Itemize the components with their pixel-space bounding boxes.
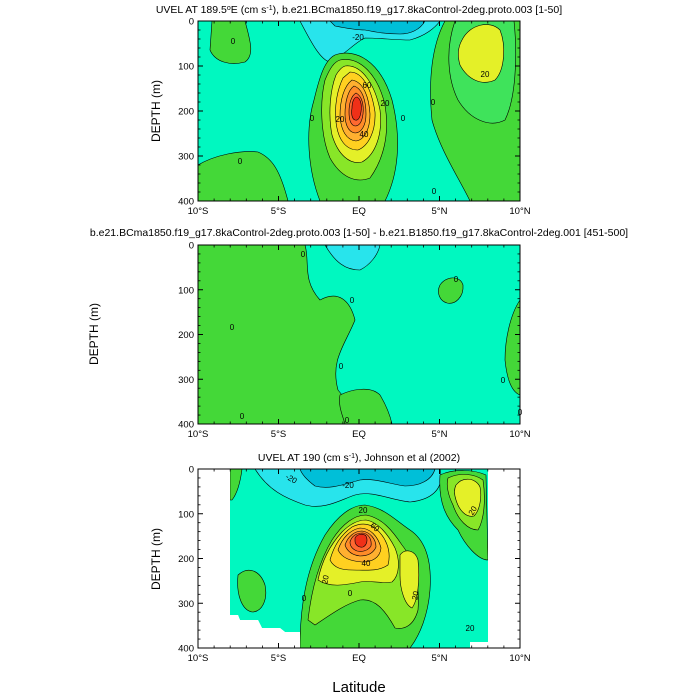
panel-2-axes: 10°S 5°S EQ 5°N 10°N 0 100 200 300 400 <box>178 241 531 441</box>
panel-3-neg40-band <box>299 469 436 488</box>
panel-3-contour-label: 20 <box>359 506 368 515</box>
y-tick-label: 400 <box>178 644 194 655</box>
panel-1-contour-label: 0 <box>401 114 406 123</box>
panel-3-white-west <box>198 469 230 615</box>
y-tick-label: 300 <box>178 599 194 610</box>
y-tick-label: 300 <box>178 375 194 386</box>
panel-3-field <box>198 469 520 648</box>
panel-1-contour-label: 20 <box>336 115 345 124</box>
panel-3-contour-label: 20 <box>320 574 331 585</box>
panel-2-contour-label: 0 <box>345 416 350 425</box>
panel-1-contour-label: 0 <box>310 114 315 123</box>
panel-3-white-east <box>470 469 520 648</box>
x-tick-label: 5°N <box>432 429 448 440</box>
panel-2-ylabel: DEPTH (m) <box>87 303 101 365</box>
panel-1-field <box>198 21 520 201</box>
x-tick-label: 5°N <box>432 206 448 217</box>
panel-2-pos-north-edge <box>504 299 520 396</box>
x-tick-label: 10°S <box>188 429 209 440</box>
panel-1-contour-label: 0 <box>432 187 437 196</box>
y-tick-label: 400 <box>178 420 194 431</box>
figure-xlabel: Latitude <box>332 679 385 696</box>
x-tick-label: EQ <box>352 429 366 440</box>
panel-3-pos-west-deep <box>237 569 267 613</box>
panel-2-contour-label: 0 <box>518 408 523 417</box>
y-tick-label: 0 <box>189 17 194 28</box>
x-tick-label: 10°S <box>188 653 209 664</box>
y-tick-label: 200 <box>178 107 194 118</box>
panel-3: UVEL AT 190 (cm s-1), Johnson et al (200… <box>149 452 531 664</box>
panel-1-contour-labels: 0 -20 20 40 60 20 0 0 20 0 0 0 <box>231 33 490 196</box>
panel-1-contour-label: 40 <box>360 130 369 139</box>
panel-1-contour-label: 20 <box>381 99 390 108</box>
panel-3-neg-white-notch <box>198 615 300 648</box>
panel-3-ylabel: DEPTH (m) <box>149 528 163 590</box>
panel-2-contour-label: 0 <box>240 412 245 421</box>
y-tick-label: 200 <box>178 330 194 341</box>
panel-1-contour-label: 0 <box>431 98 436 107</box>
panel-1-pos0-west-upper <box>209 21 252 64</box>
y-tick-label: 100 <box>178 285 194 296</box>
panel-2-contour-label: 0 <box>301 250 306 259</box>
panel-1-neg40-band <box>329 21 426 35</box>
x-tick-label: 5°N <box>432 653 448 664</box>
panel-3-contour-label: 20 <box>410 590 421 601</box>
y-tick-label: 0 <box>189 465 194 476</box>
x-tick-label: 10°N <box>509 206 530 217</box>
x-tick-label: 10°N <box>509 653 530 664</box>
panel-1: UVEL AT 189.5oE (cm s-1), b.e21.BCma1850… <box>149 4 562 217</box>
panel-2-neg-top <box>324 245 381 271</box>
panel-3-pos-north-deep <box>399 550 420 609</box>
panel-1-contour-label: 20 <box>481 70 490 79</box>
panel-3-contour-label: 20 <box>466 624 475 633</box>
x-tick-label: 5°S <box>271 429 286 440</box>
x-tick-label: EQ <box>352 653 366 664</box>
panel-1-euc-core <box>351 96 362 121</box>
panel-3-contour-label: -20 <box>342 481 354 490</box>
y-tick-label: 100 <box>178 509 194 520</box>
panel-2-pos-center-south <box>339 388 393 424</box>
panel-1-ylabel: DEPTH (m) <box>149 80 163 142</box>
panel-2-title: b.e21.BCma1850.f19_g17.8kaControl-2deg.p… <box>90 227 628 239</box>
x-tick-label: 5°S <box>271 653 286 664</box>
y-tick-label: 100 <box>178 62 194 73</box>
panel-3-title: UVEL AT 190 (cm s-1), Johnson et al (200… <box>258 452 460 464</box>
x-tick-label: EQ <box>352 206 366 217</box>
panel-1-contour-label: 0 <box>238 157 243 166</box>
panel-1-pos0-southwest <box>198 151 289 201</box>
panel-2-contour-label: 0 <box>454 275 459 284</box>
y-tick-label: 200 <box>178 554 194 565</box>
panel-3-contour-label: 0 <box>348 589 353 598</box>
x-tick-label: 5°S <box>271 206 286 217</box>
panel-2-pos-north-blob <box>438 277 464 304</box>
panel-1-contour-label: -20 <box>352 33 364 42</box>
panel-3-contour-label: 0 <box>302 594 307 603</box>
panel-2-contour-label: 0 <box>339 362 344 371</box>
panel-3-pos-west-lobe <box>229 469 243 501</box>
panel-2-field <box>198 245 520 424</box>
panel-1-pos20-north <box>457 24 504 83</box>
x-tick-label: 10°S <box>188 206 209 217</box>
panel-1-contour-label: 0 <box>231 37 236 46</box>
panel-3-euc-core <box>354 533 368 548</box>
y-tick-label: 0 <box>189 241 194 252</box>
y-tick-label: 300 <box>178 152 194 163</box>
panel-2-contour-label: 0 <box>501 376 506 385</box>
y-tick-label: 400 <box>178 197 194 208</box>
panel-1-contour-label: 60 <box>363 81 372 90</box>
x-tick-label: 10°N <box>509 429 530 440</box>
panel-3-pos-north-20 <box>454 478 482 517</box>
panel-2: b.e21.BCma1850.f19_g17.8kaControl-2deg.p… <box>87 227 628 440</box>
panel-2-contour-label: 0 <box>350 296 355 305</box>
panel-1-title: UVEL AT 189.5oE (cm s-1), b.e21.BCma1850… <box>156 4 562 16</box>
panel-2-contour-label: 0 <box>230 323 235 332</box>
panel-3-contour-label: 40 <box>362 559 371 568</box>
panel-2-contour-labels: 0 0 0 0 0 0 0 0 0 <box>230 250 523 425</box>
